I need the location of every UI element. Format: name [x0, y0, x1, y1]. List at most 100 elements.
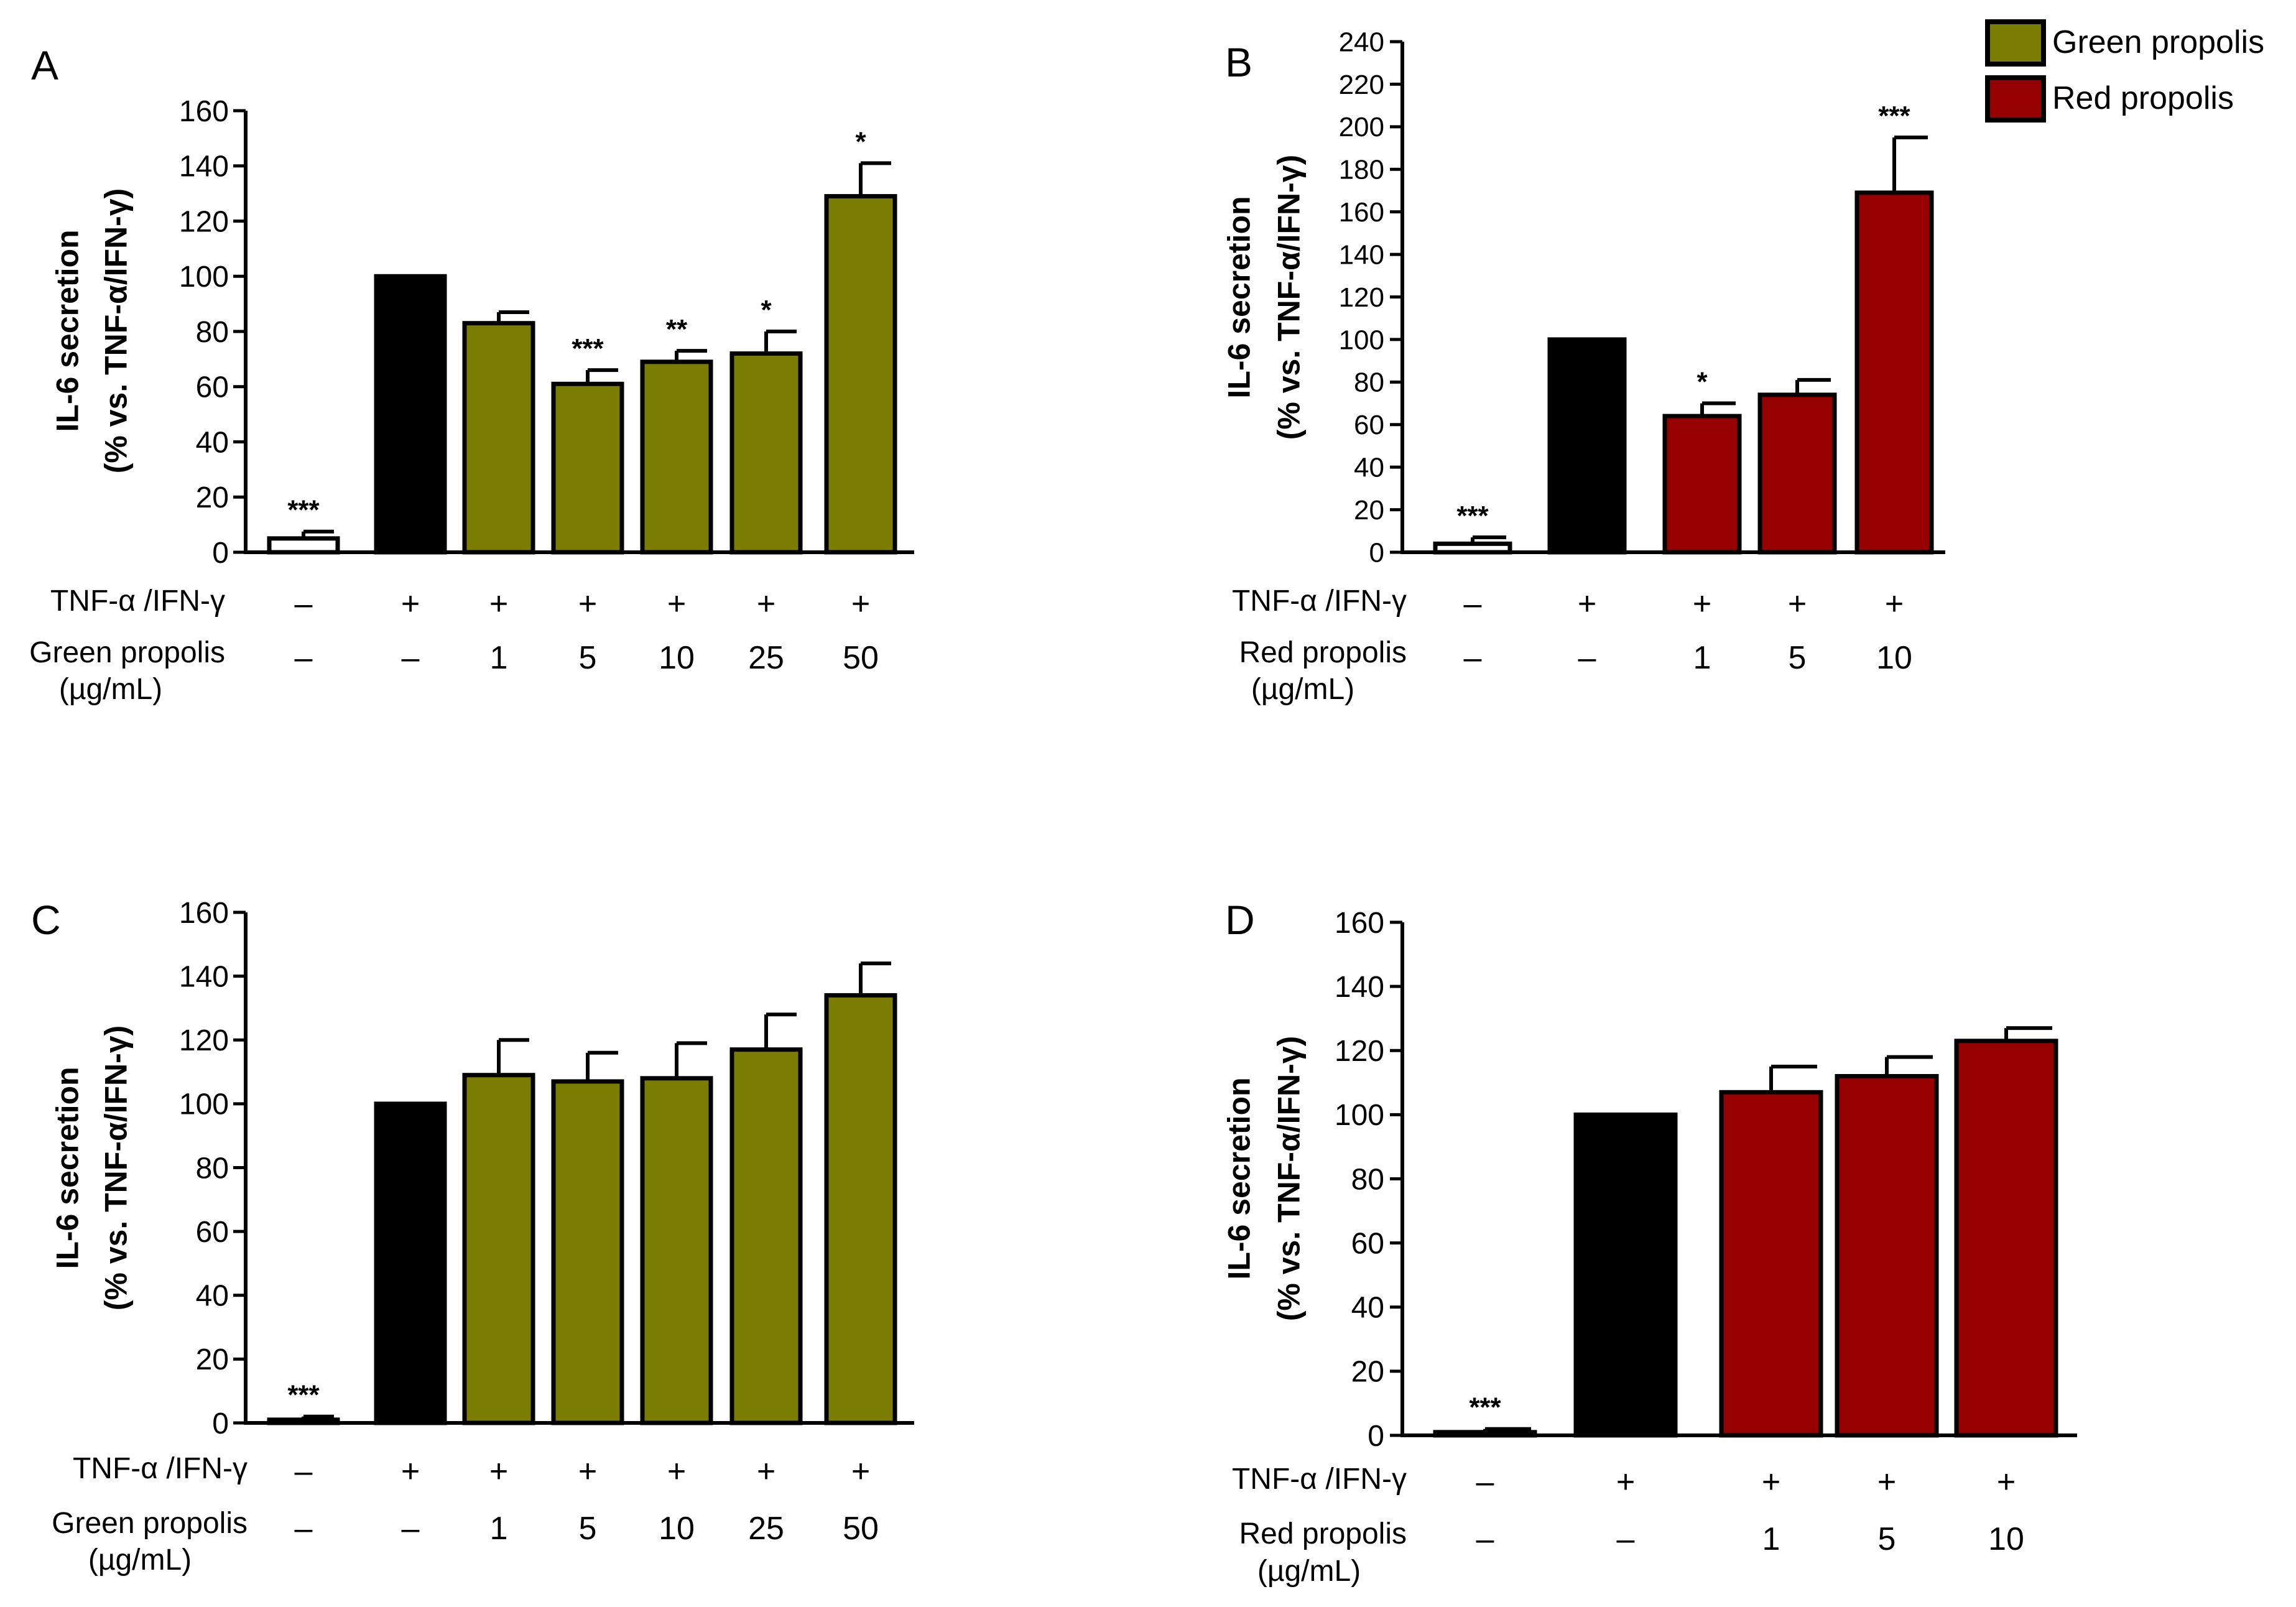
row1-value: +: [1997, 1464, 2016, 1500]
bar: [640, 359, 713, 555]
y-tick-label: 60: [196, 1216, 229, 1249]
row1-value: +: [578, 586, 597, 622]
row2-value: 10: [1876, 640, 1912, 676]
y-tick-label: 0: [1369, 537, 1384, 568]
row1-value: +: [401, 586, 420, 622]
legend: Green propolis Red propolis: [1985, 19, 2264, 123]
row1-value: –: [295, 586, 313, 622]
row1-value: +: [851, 586, 870, 622]
bar: [551, 381, 624, 555]
y-tick-label: 220: [1339, 70, 1384, 100]
legend-label: Red propolis: [2052, 80, 2234, 116]
bar: [1573, 1112, 1678, 1438]
y-tick-label: 80: [1351, 1163, 1384, 1196]
y-tick-label: 80: [196, 1152, 229, 1185]
panel-letter: B: [1225, 39, 1252, 85]
row2-value: 5: [1878, 1521, 1896, 1557]
row1-value: +: [667, 586, 686, 622]
y-axis-title-line1: IL-6 secretion: [50, 1067, 85, 1269]
row1-value: +: [1693, 586, 1711, 622]
row1-label: TNF-α /IFN-γ: [50, 585, 225, 618]
row2-value: 50: [843, 1511, 879, 1547]
row2-value: –: [402, 1511, 420, 1547]
row2-value: 10: [1988, 1521, 2024, 1557]
bar: [640, 1076, 713, 1425]
row1-value: +: [1616, 1464, 1635, 1500]
row1-value: +: [1877, 1464, 1896, 1500]
row1-label: TNF-α /IFN-γ: [73, 1452, 248, 1485]
row1-value: +: [1762, 1464, 1780, 1500]
row2-value: –: [295, 1511, 313, 1547]
bar: [1954, 1039, 2058, 1438]
bar: [551, 1079, 624, 1425]
y-tick-label: 0: [212, 537, 229, 570]
y-tick-label: 20: [196, 481, 229, 514]
significance-label: *: [855, 126, 866, 157]
row1-value: –: [295, 1453, 313, 1489]
row1-value: +: [401, 1453, 420, 1489]
row1-value: +: [1578, 586, 1596, 622]
row2-value: 25: [748, 640, 784, 676]
significance-label: ***: [572, 333, 604, 364]
row1-value: +: [667, 1453, 686, 1489]
significance-label: *: [761, 295, 772, 325]
legend-label: Green propolis: [2052, 24, 2264, 60]
y-tick-label: 0: [212, 1407, 229, 1440]
significance-label: **: [666, 314, 688, 345]
row2-unit: (µg/mL): [1257, 1555, 1361, 1588]
y-tick-label: 20: [1354, 495, 1384, 526]
bar: [1757, 392, 1837, 555]
y-tick-label: 40: [1351, 1292, 1384, 1325]
row2-value: –: [295, 640, 313, 676]
row1-label: TNF-α /IFN-γ: [1232, 1463, 1407, 1496]
panel-letter: D: [1225, 897, 1255, 943]
y-axis-title-line2: (% vs. TNF-α/IFN-γ): [99, 188, 134, 474]
significance-label: ***: [1469, 1392, 1501, 1423]
row2-value: –: [1464, 640, 1482, 676]
y-tick-label: 200: [1339, 112, 1384, 142]
y-tick-label: 100: [1339, 325, 1384, 355]
row2-value: –: [1578, 640, 1596, 676]
y-tick-label: 100: [179, 1088, 229, 1121]
row2-value: 5: [1789, 640, 1807, 676]
row2-label: Red propolis: [1239, 1517, 1407, 1550]
row1-value: +: [489, 1453, 508, 1489]
bar: [1662, 414, 1742, 555]
legend-swatch: [1985, 75, 2046, 123]
y-tick-label: 160: [179, 95, 229, 128]
row2-value: 10: [659, 1511, 695, 1547]
y-tick-label: 60: [196, 371, 229, 404]
significance-label: ***: [1878, 101, 1910, 131]
significance-label: ***: [287, 495, 320, 526]
bar: [1547, 337, 1627, 555]
y-tick-label: 40: [196, 1280, 229, 1313]
y-tick-label: 100: [1335, 1099, 1384, 1132]
panel-letter: A: [31, 42, 58, 88]
bar: [462, 321, 535, 555]
y-tick-label: 80: [1354, 368, 1384, 398]
bar: [729, 351, 803, 555]
bar: [824, 194, 897, 555]
significance-label: ***: [1456, 501, 1489, 531]
y-axis-title-line1: IL-6 secretion: [50, 229, 85, 432]
bar: [729, 1047, 803, 1425]
y-tick-label: 140: [1339, 239, 1384, 270]
bar: [267, 1417, 340, 1425]
y-tick-label: 180: [1339, 155, 1384, 185]
y-tick-label: 140: [179, 960, 229, 993]
y-axis-title-line2: (% vs. TNF-α/IFN-γ): [1272, 1036, 1307, 1322]
y-tick-label: 20: [196, 1343, 229, 1376]
y-tick-label: 40: [1354, 453, 1384, 483]
row1-value: +: [757, 1453, 775, 1489]
y-tick-label: 80: [196, 316, 229, 349]
y-tick-label: 120: [179, 1024, 229, 1057]
bar: [462, 1073, 535, 1425]
bar: [1835, 1074, 1939, 1438]
row2-label: Red propolis: [1239, 636, 1407, 669]
bar: [1433, 1430, 1537, 1438]
y-tick-label: 0: [1368, 1420, 1384, 1453]
row2-value: 1: [490, 1511, 508, 1547]
panel-A: A IL-6 secretion (% vs. TNF-α/IFN-γ) 0 20 40 6…: [29, 42, 914, 706]
row1-value: +: [1788, 586, 1807, 622]
row2-value: 1: [1762, 1521, 1780, 1557]
